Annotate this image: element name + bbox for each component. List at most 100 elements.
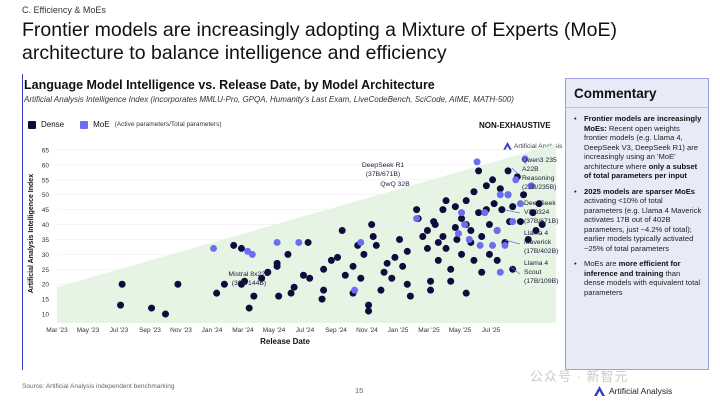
chart-subtitle: Artificial Analysis Intelligence Index (…	[24, 95, 514, 104]
dense-point	[275, 292, 283, 300]
dense-point	[365, 307, 373, 315]
dense-point	[532, 227, 540, 235]
dense-point	[230, 241, 238, 249]
label-llama4-maverick-params: (17B/402B)	[524, 248, 558, 255]
leader-qwen3	[511, 167, 519, 175]
y-tick-label: 35	[42, 237, 50, 244]
dense-point	[369, 232, 377, 240]
moe-point	[504, 191, 512, 199]
label-llama4-scout: Llama 4	[524, 260, 548, 267]
x-tick-label: Mar '25	[418, 327, 440, 334]
dense-point	[320, 286, 328, 294]
dense-point	[264, 268, 272, 276]
label-llama4-scout-params: (17B/109B)	[524, 278, 558, 285]
moe-point	[465, 235, 473, 243]
dense-point	[462, 289, 470, 297]
x-tick-label: Jul '25	[482, 327, 501, 334]
moe-point	[413, 215, 421, 223]
legend-dense-label: Dense	[41, 120, 65, 129]
moe-point	[496, 268, 504, 276]
moe-point	[481, 209, 489, 217]
moe-point	[493, 227, 501, 235]
grid-lines	[57, 149, 556, 315]
y-tick-label: 40	[42, 222, 50, 229]
dense-point	[320, 265, 328, 273]
dense-point	[304, 238, 312, 246]
label-qwen3: Qwen3 235	[522, 157, 557, 164]
x-tick-label: May '23	[77, 327, 100, 334]
commentary-item-bold: 2025 models are sparser MoEs	[584, 186, 696, 196]
dense-point	[365, 301, 373, 309]
dense-point	[447, 277, 455, 285]
dense-point	[439, 232, 447, 240]
dense-point	[434, 238, 442, 246]
moe-point	[351, 286, 359, 294]
commentary-item-text: Recent open weights frontier models (e.g…	[584, 123, 698, 171]
source-note: Source: Artificial Analysis independent …	[22, 383, 175, 390]
commentary-item-bold: Frontier models are increasingly MoEs:	[584, 114, 702, 133]
dense-point	[482, 182, 490, 190]
x-tick-label: Sep '23	[139, 327, 161, 334]
chart-panel	[22, 74, 563, 370]
label-llama4-scout-l2: Scout	[524, 269, 541, 276]
dense-point	[341, 271, 349, 279]
dense-point	[284, 250, 292, 258]
moe-point	[501, 241, 509, 249]
chart-watermark: Artificial Analysis	[503, 142, 562, 150]
x-tick-label: Jan '25	[388, 327, 409, 334]
moe-point	[461, 221, 469, 229]
x-tick-label: Jul '23	[110, 327, 129, 334]
label-deepseek-r1: DeepSeek R1	[362, 162, 405, 169]
x-tick-label: Nov '24	[356, 327, 378, 334]
commentary-panel: Commentary Frontier models are increasin…	[565, 78, 709, 370]
x-tick-label: Jul '24	[296, 327, 315, 334]
commentary-item-bold2: only a subset of total parameters per in…	[584, 161, 698, 181]
dense-point	[475, 167, 483, 175]
dense-point	[423, 227, 431, 235]
dense-point	[399, 262, 407, 270]
dense-point	[306, 274, 314, 282]
dense-point	[427, 277, 435, 285]
dense-point	[434, 256, 442, 264]
dense-point	[451, 224, 459, 232]
dense-point	[447, 265, 455, 273]
moe-point	[509, 218, 517, 226]
x-tick-label: Nov '23	[170, 327, 192, 334]
point-annotations: DeepSeek R1 (37B/671B) QwQ 32B Qwen3 235…	[228, 157, 558, 287]
moe-point	[512, 176, 520, 184]
dense-point	[380, 268, 388, 276]
dense-point	[377, 286, 385, 294]
dense-point	[287, 289, 295, 297]
dense-point	[174, 280, 182, 288]
dense-point	[516, 218, 524, 226]
dense-point	[117, 301, 125, 309]
dense-point	[442, 244, 450, 252]
dense-point	[299, 271, 307, 279]
chart-watermark-text: Artificial Analysis	[514, 142, 563, 150]
y-tick-label: 15	[42, 297, 50, 304]
chart-title: Language Model Intelligence vs. Release …	[24, 78, 435, 92]
moe-point	[516, 200, 524, 208]
moe-point	[357, 238, 365, 246]
label-mistral-8x22b: Mistral 8x22B	[228, 271, 270, 278]
label-deepseek-v3-params: (37B/671B)	[524, 218, 558, 225]
dense-point	[318, 295, 326, 303]
dense-point	[327, 256, 335, 264]
legend-moe-note: (Active parameters/Total parameters)	[114, 121, 222, 128]
leader-llama4-maverick	[504, 239, 521, 245]
dense-point	[451, 203, 459, 211]
dense-point	[470, 256, 478, 264]
dense-point	[478, 268, 486, 276]
moe-point	[273, 238, 281, 246]
moe-point	[248, 250, 256, 258]
dense-point	[467, 227, 475, 235]
y-axis-label: Artificial Analysis Intelligence Index	[28, 174, 35, 293]
dense-point	[403, 247, 411, 255]
commentary-item: Frontier models are increasingly MoEs: R…	[574, 114, 702, 181]
chart-legend: Dense MoE (Active parameters/Total param…	[28, 120, 222, 129]
moe-point	[496, 191, 504, 199]
dense-point	[406, 292, 414, 300]
moe-point	[458, 209, 466, 217]
dense-point	[162, 310, 169, 318]
